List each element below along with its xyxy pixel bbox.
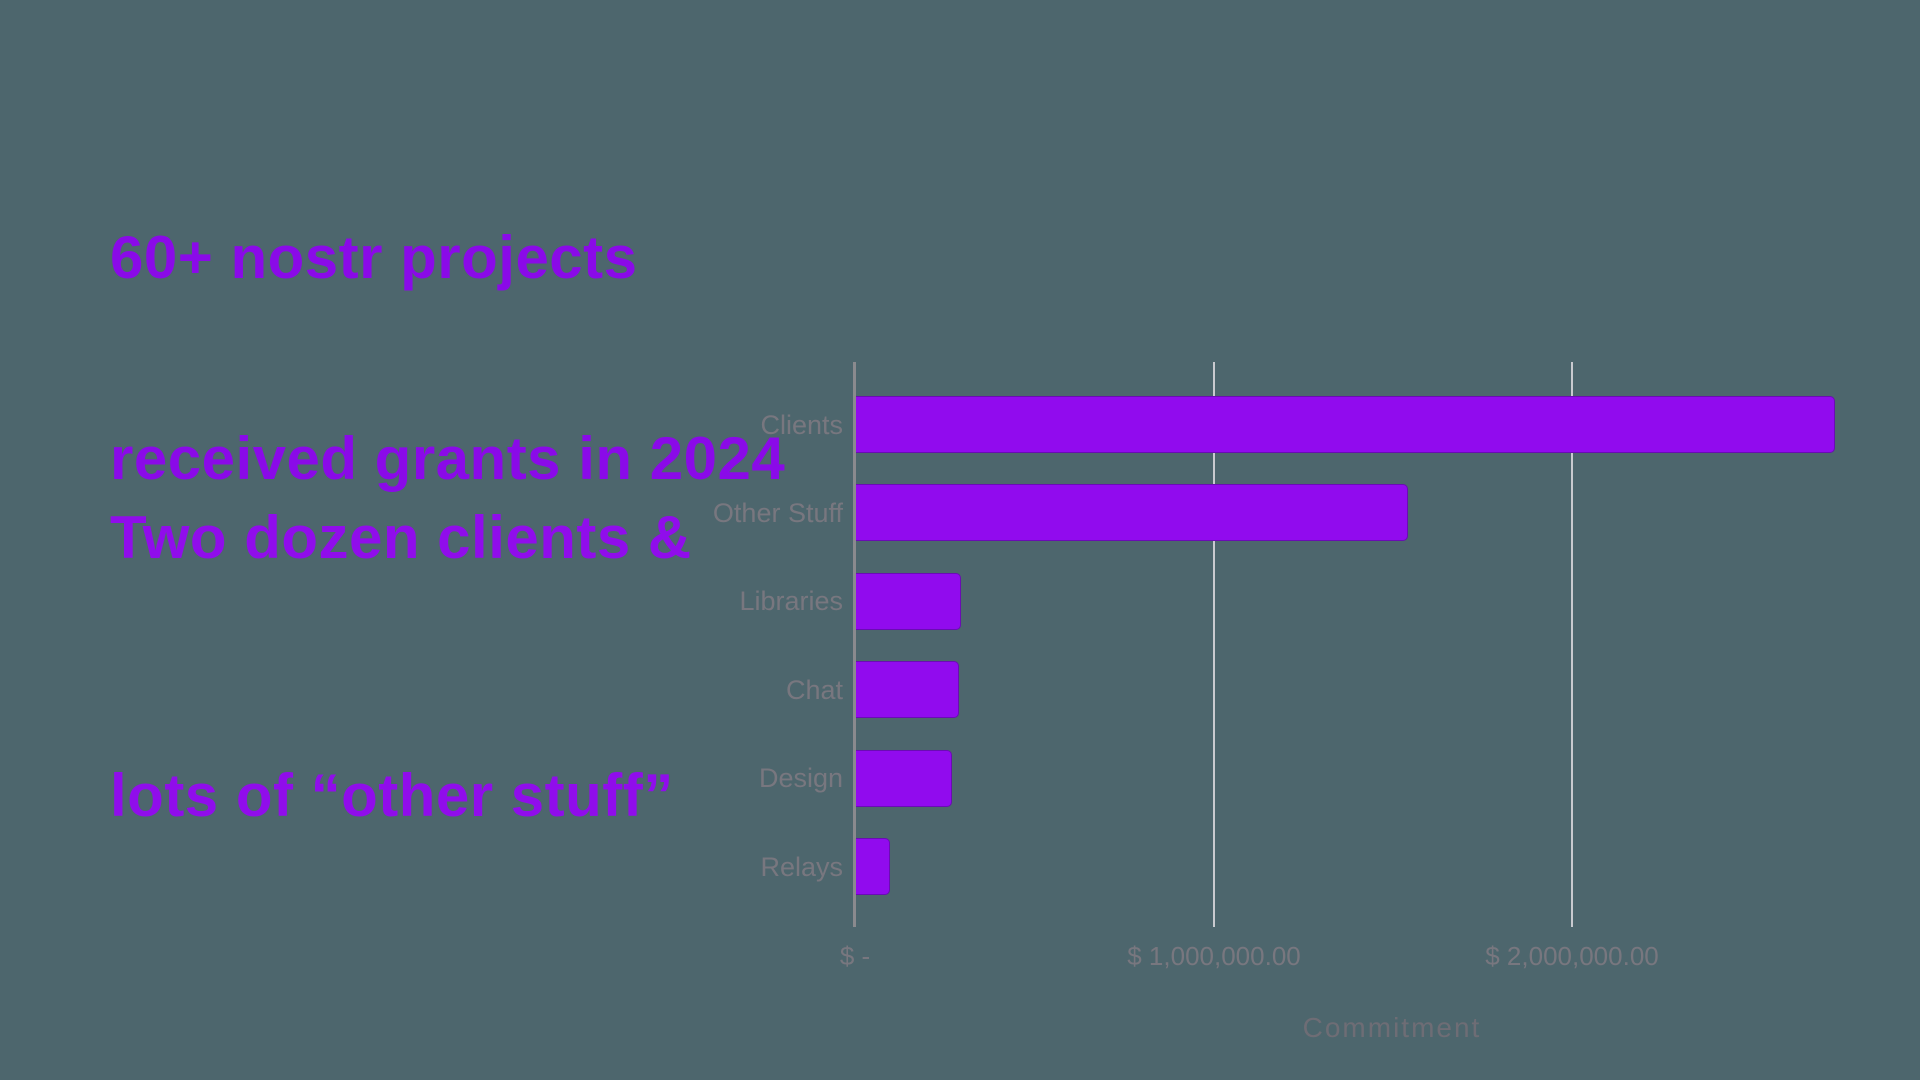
x-axis-title: Commitment bbox=[1302, 1012, 1482, 1043]
title-line-1: 60+ nostr projects bbox=[110, 224, 638, 291]
category-label-libraries: Libraries bbox=[739, 586, 843, 616]
category-label-relays: Relays bbox=[760, 852, 843, 882]
category-label-chat: Chat bbox=[785, 675, 843, 705]
slide-title: 60+ nostr projects received grants in 20… bbox=[110, 90, 785, 626]
bar-libraries bbox=[856, 573, 961, 630]
title-line-2: received grants in 2024 bbox=[110, 425, 786, 492]
x-tick-1000000: $ 1,000,000.00 bbox=[1127, 941, 1301, 971]
subtitle-line-1: Two dozen clients & bbox=[110, 504, 692, 571]
category-label-design: Design bbox=[758, 763, 843, 793]
subtitle-line-2: lots of “other stuff” bbox=[110, 762, 674, 829]
x-tick-2000000: $ 2,000,000.00 bbox=[1485, 941, 1659, 971]
bar-design bbox=[856, 750, 952, 807]
x-tick-0: $ - bbox=[839, 941, 871, 971]
category-label-other-stuff: Other Stuff bbox=[712, 498, 843, 528]
bar-other-stuff bbox=[856, 484, 1408, 541]
y-axis-line bbox=[853, 362, 856, 927]
gridline-2000000 bbox=[1571, 362, 1573, 927]
gridline-1000000 bbox=[1213, 362, 1215, 927]
slide-subtitle: Two dozen clients & lots of “other stuff… bbox=[110, 323, 692, 1011]
bar-chat bbox=[856, 661, 959, 718]
bar-relays bbox=[856, 838, 890, 895]
bar-clients bbox=[856, 396, 1835, 453]
category-label-clients: Clients bbox=[760, 410, 843, 440]
